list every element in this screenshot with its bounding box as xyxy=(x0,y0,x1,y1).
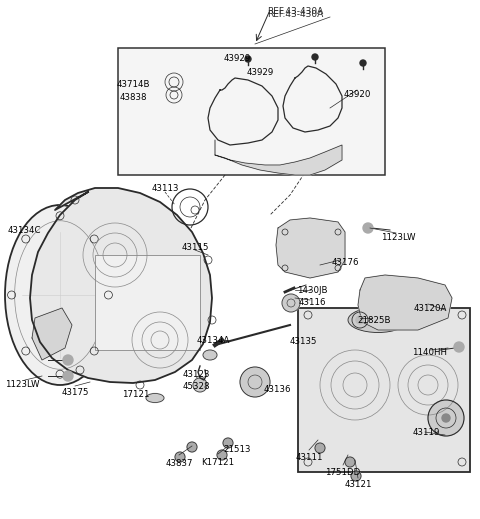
Text: 21513: 21513 xyxy=(223,445,251,454)
Text: 1123LW: 1123LW xyxy=(5,380,39,389)
Text: 43929: 43929 xyxy=(246,68,274,77)
Text: 43714B: 43714B xyxy=(116,80,150,89)
Text: 17121: 17121 xyxy=(122,390,150,399)
Circle shape xyxy=(240,367,270,397)
Text: 43134A: 43134A xyxy=(196,336,230,345)
Text: 43134C: 43134C xyxy=(7,226,41,235)
Text: 43175: 43175 xyxy=(61,388,89,397)
Polygon shape xyxy=(32,308,72,360)
Circle shape xyxy=(454,342,464,352)
Circle shape xyxy=(356,316,364,324)
Text: 43929: 43929 xyxy=(223,54,251,63)
Circle shape xyxy=(282,294,300,312)
Text: 21825B: 21825B xyxy=(357,316,391,325)
Polygon shape xyxy=(276,218,345,278)
Circle shape xyxy=(360,60,366,66)
Text: 45328: 45328 xyxy=(182,382,210,391)
Text: 43136: 43136 xyxy=(263,385,291,394)
Bar xyxy=(118,48,385,175)
Text: K17121: K17121 xyxy=(202,458,235,467)
Circle shape xyxy=(63,355,73,365)
Circle shape xyxy=(223,438,233,448)
Circle shape xyxy=(351,471,361,481)
Circle shape xyxy=(63,371,73,381)
Text: 43115: 43115 xyxy=(181,243,209,252)
Text: 43119: 43119 xyxy=(412,428,440,437)
Text: 43838: 43838 xyxy=(119,93,147,102)
Polygon shape xyxy=(30,188,212,383)
Ellipse shape xyxy=(5,205,115,385)
Circle shape xyxy=(187,442,197,452)
Circle shape xyxy=(315,443,325,453)
Text: 1430JB: 1430JB xyxy=(297,286,327,295)
Text: 43920: 43920 xyxy=(343,90,371,99)
Text: REF.43-430A: REF.43-430A xyxy=(267,7,323,16)
Text: 43121: 43121 xyxy=(344,480,372,489)
Ellipse shape xyxy=(203,350,217,360)
Text: 43116: 43116 xyxy=(298,298,326,307)
Bar xyxy=(95,255,200,350)
Circle shape xyxy=(345,457,355,467)
Circle shape xyxy=(363,223,373,233)
Text: 43111: 43111 xyxy=(295,453,323,462)
Circle shape xyxy=(312,54,318,60)
Text: 43135: 43135 xyxy=(289,337,317,346)
Ellipse shape xyxy=(348,307,408,333)
Text: 43176: 43176 xyxy=(331,258,359,267)
Circle shape xyxy=(193,378,207,392)
Text: 43120A: 43120A xyxy=(413,304,447,313)
Text: 1140HH: 1140HH xyxy=(412,348,447,357)
Text: 43113: 43113 xyxy=(151,184,179,193)
Circle shape xyxy=(245,56,251,62)
Circle shape xyxy=(442,414,450,422)
Text: 43837: 43837 xyxy=(165,459,193,468)
Circle shape xyxy=(175,452,185,462)
FancyBboxPatch shape xyxy=(298,308,470,472)
Circle shape xyxy=(428,400,464,436)
Circle shape xyxy=(217,450,227,460)
Text: 1123LW: 1123LW xyxy=(381,233,415,242)
Text: REF.43-430A: REF.43-430A xyxy=(267,10,323,19)
Ellipse shape xyxy=(146,393,164,403)
Text: 1751DD: 1751DD xyxy=(325,468,360,477)
Polygon shape xyxy=(215,140,342,175)
Text: 43123: 43123 xyxy=(182,370,210,379)
Polygon shape xyxy=(358,275,452,330)
